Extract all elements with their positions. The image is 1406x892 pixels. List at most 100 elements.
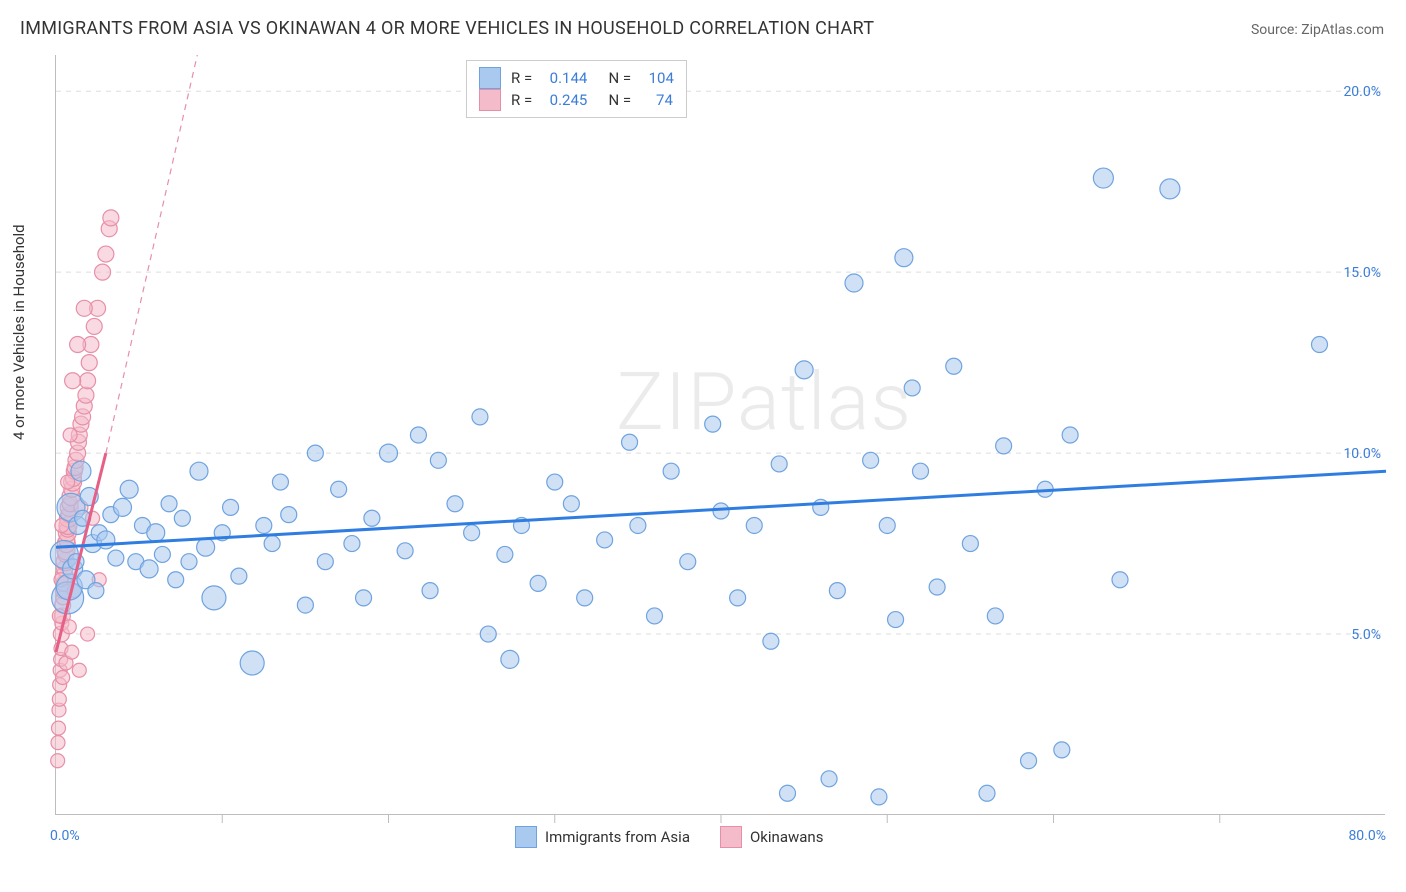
legend-label: Immigrants from Asia — [545, 828, 690, 846]
data-point — [120, 480, 138, 498]
data-point — [174, 510, 190, 526]
data-point — [962, 536, 978, 552]
source-attribution: Source: ZipAtlas.com — [1251, 22, 1384, 38]
data-point — [281, 507, 297, 523]
n-value: 104 — [649, 69, 674, 87]
data-point — [577, 590, 593, 606]
data-point — [630, 517, 646, 533]
data-point — [829, 583, 845, 599]
data-point — [795, 361, 813, 379]
data-point — [1062, 427, 1078, 443]
data-point — [1021, 753, 1037, 769]
data-point — [197, 538, 215, 556]
data-point — [331, 481, 347, 497]
data-point — [530, 575, 546, 591]
plot-area: 5.0%10.0%15.0%20.0% ZIPatlas R = 0.144 N… — [55, 55, 1385, 815]
data-point — [1312, 337, 1328, 353]
data-point — [103, 210, 119, 226]
data-point — [895, 249, 913, 267]
chart-title: IMMIGRANTS FROM ASIA VS OKINAWAN 4 OR MO… — [20, 18, 874, 39]
data-point — [771, 456, 787, 472]
trend-line-asia — [56, 471, 1386, 547]
legend-swatch — [515, 826, 537, 848]
series-legend: Immigrants from Asia Okinawans — [515, 826, 823, 848]
x-origin-label: 0.0% — [50, 828, 80, 844]
data-point — [317, 554, 333, 570]
data-point — [81, 627, 95, 641]
data-point — [746, 517, 762, 533]
data-point — [95, 264, 111, 280]
legend-item: Immigrants from Asia — [515, 826, 690, 848]
legend-stat-row: R = 0.245 N = 74 — [479, 89, 674, 111]
data-point — [51, 721, 65, 735]
data-point — [114, 498, 132, 516]
x-max-label: 80.0% — [1348, 828, 1386, 844]
data-point — [51, 736, 65, 750]
data-point — [397, 543, 413, 559]
data-point — [56, 670, 70, 684]
data-point — [297, 597, 313, 613]
data-point — [979, 785, 995, 801]
n-label: N = — [597, 69, 638, 87]
data-point — [447, 496, 463, 512]
data-point — [97, 531, 115, 549]
data-point — [256, 517, 272, 533]
data-point — [879, 517, 895, 533]
data-point — [63, 428, 77, 442]
data-point — [181, 554, 197, 570]
data-point — [344, 536, 360, 552]
data-point — [78, 387, 94, 403]
data-point — [464, 525, 480, 541]
data-point — [140, 560, 158, 578]
data-point — [845, 274, 863, 292]
data-point — [71, 461, 91, 481]
data-point — [76, 300, 92, 316]
data-point — [80, 373, 96, 389]
source-label: Source: — [1251, 22, 1301, 38]
trend-extrapolation-okinawans — [106, 55, 197, 453]
data-point — [264, 536, 280, 552]
data-point — [223, 499, 239, 515]
data-point — [780, 785, 796, 801]
data-point — [705, 416, 721, 432]
data-point — [929, 579, 945, 595]
y-axis-title: 4 or more Vehicles in Household — [10, 224, 28, 440]
data-point — [996, 438, 1012, 454]
data-point — [272, 474, 288, 490]
data-point — [622, 434, 638, 450]
data-point — [168, 572, 184, 588]
data-point — [663, 463, 679, 479]
data-point — [380, 444, 398, 462]
data-point — [1160, 179, 1180, 199]
data-point — [364, 510, 380, 526]
data-point — [472, 409, 488, 425]
data-point — [356, 590, 372, 606]
data-point — [913, 463, 929, 479]
data-point — [730, 590, 746, 606]
data-point — [904, 380, 920, 396]
data-point — [70, 337, 86, 353]
data-point — [497, 546, 513, 562]
legend-swatch — [720, 826, 742, 848]
data-point — [307, 445, 323, 461]
data-point — [51, 754, 65, 768]
data-point — [161, 496, 177, 512]
data-point — [108, 550, 124, 566]
data-point — [88, 583, 104, 599]
data-point — [863, 452, 879, 468]
data-point — [1093, 168, 1113, 188]
data-point — [202, 586, 226, 610]
data-point — [680, 554, 696, 570]
data-point — [410, 427, 426, 443]
data-point — [86, 318, 102, 334]
data-point — [1112, 572, 1128, 588]
data-point — [888, 612, 904, 628]
correlation-legend: R = 0.144 N = 104R = 0.245 N = 74 — [466, 60, 687, 118]
r-label: R = — [511, 91, 540, 109]
legend-item: Okinawans — [720, 826, 823, 848]
r-label: R = — [511, 69, 540, 87]
data-point — [65, 645, 79, 659]
data-point — [65, 373, 81, 389]
data-point — [987, 608, 1003, 624]
data-point — [501, 650, 519, 668]
